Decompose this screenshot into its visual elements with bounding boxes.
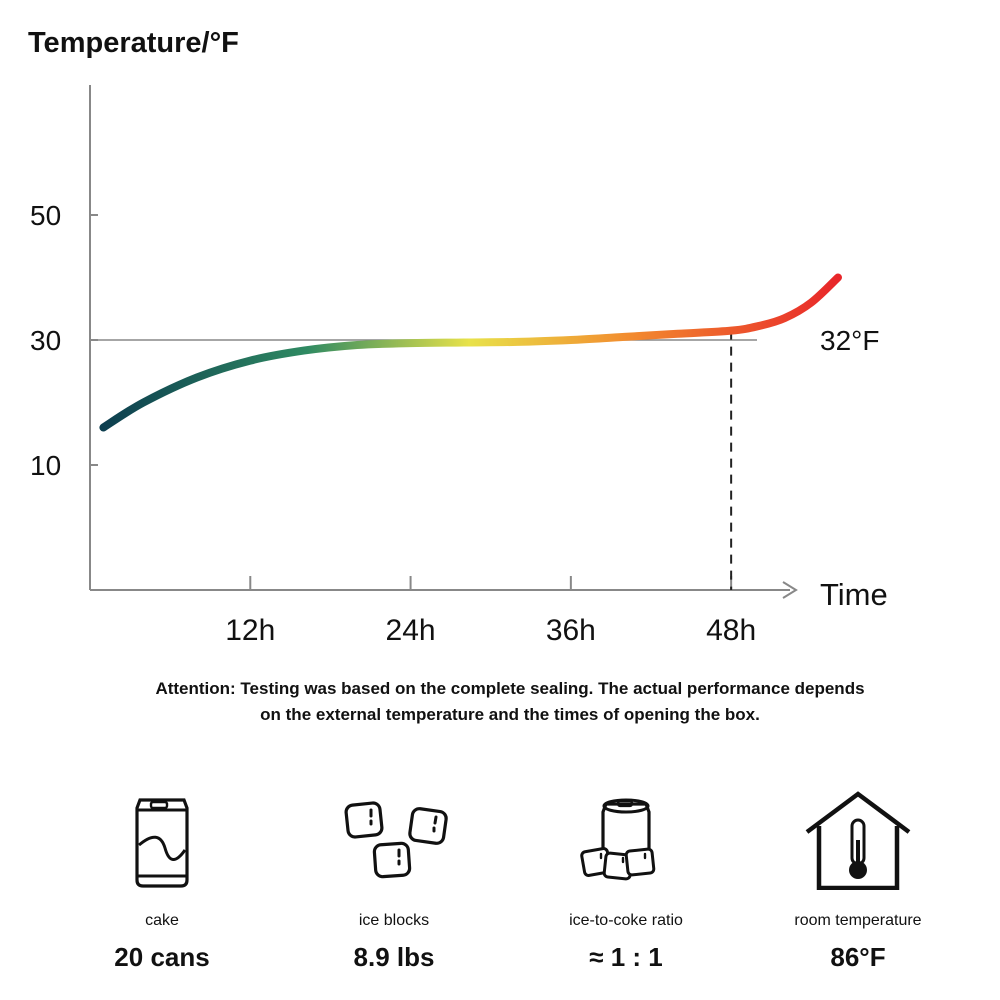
y-tick-label: 50 bbox=[30, 200, 61, 231]
x-axis-arrowhead bbox=[782, 581, 798, 599]
feature-room-temperature: room temperature 86°F bbox=[748, 790, 968, 973]
x-axis-title: Time bbox=[820, 577, 888, 612]
feature-ratio: ice-to-coke ratio ≈ 1 : 1 bbox=[516, 790, 736, 973]
x-tick-label: 48h bbox=[706, 614, 756, 647]
soda-can-icon bbox=[135, 798, 189, 888]
x-tick-label: 36h bbox=[546, 614, 596, 647]
reference-line-label: 32°F bbox=[820, 325, 879, 356]
x-ticks: 12h 24h 36h 48h bbox=[225, 576, 756, 647]
x-tick-label: 24h bbox=[386, 614, 436, 647]
y-tick-label: 10 bbox=[30, 450, 61, 481]
feature-label: ice-to-coke ratio bbox=[569, 912, 683, 929]
can-with-ice-icon bbox=[580, 798, 656, 881]
y-axis-title: Temperature/°F bbox=[28, 27, 239, 59]
attention-note: Attention: Testing was based on the comp… bbox=[40, 676, 980, 728]
feature-label: ice blocks bbox=[358, 912, 430, 929]
ice-cubes-icon bbox=[344, 801, 448, 879]
feature-value: ≈ 1 : 1 bbox=[589, 942, 663, 972]
feature-ice-blocks: ice blocks 8.9 lbs bbox=[284, 790, 504, 973]
feature-value: 86°F bbox=[830, 942, 886, 972]
y-tick-label: 30 bbox=[30, 325, 61, 356]
x-tick-label: 12h bbox=[225, 614, 275, 647]
feature-value: 20 cans bbox=[114, 942, 210, 972]
feature-value: 8.9 lbs bbox=[353, 942, 435, 972]
temperature-series-line bbox=[99, 273, 842, 432]
attention-note-line-2: on the external temperature and the time… bbox=[260, 705, 760, 724]
feature-label: room temperature bbox=[794, 912, 922, 929]
attention-note-line-1: Attention: Testing was based on the comp… bbox=[155, 679, 865, 698]
y-ticks: 10 30 50 bbox=[30, 200, 98, 481]
feature-cans: cake 20 cans bbox=[52, 790, 272, 973]
feature-label: cake bbox=[145, 912, 179, 929]
house-thermometer-icon bbox=[805, 791, 911, 890]
